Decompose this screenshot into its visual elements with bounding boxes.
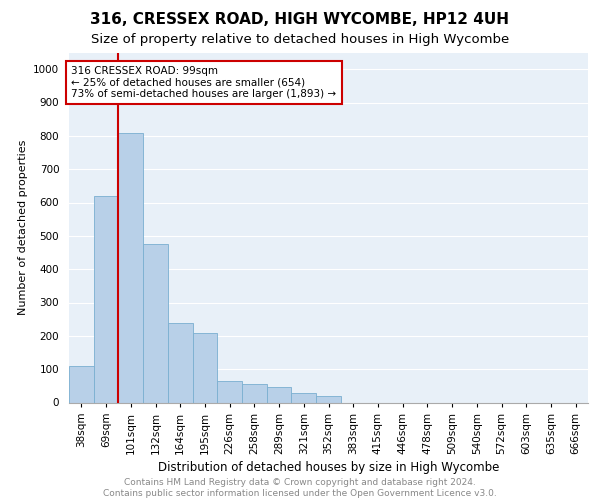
Bar [69, 366, 94, 403]
Bar [94, 196, 118, 402]
Text: Size of property relative to detached houses in High Wycombe: Size of property relative to detached ho… [91, 32, 509, 46]
Bar [168, 322, 193, 402]
Bar [217, 381, 242, 402]
Text: 316 CRESSEX ROAD: 99sqm
← 25% of detached houses are smaller (654)
73% of semi-d: 316 CRESSEX ROAD: 99sqm ← 25% of detache… [71, 66, 337, 99]
Bar [316, 396, 341, 402]
Text: 316, CRESSEX ROAD, HIGH WYCOMBE, HP12 4UH: 316, CRESSEX ROAD, HIGH WYCOMBE, HP12 4U… [91, 12, 509, 28]
Bar [143, 244, 168, 402]
Bar [267, 386, 292, 402]
X-axis label: Distribution of detached houses by size in High Wycombe: Distribution of detached houses by size … [158, 460, 499, 473]
Bar [118, 132, 143, 402]
Text: Contains HM Land Registry data © Crown copyright and database right 2024.
Contai: Contains HM Land Registry data © Crown c… [103, 478, 497, 498]
Bar [292, 392, 316, 402]
Y-axis label: Number of detached properties: Number of detached properties [17, 140, 28, 315]
Bar [193, 332, 217, 402]
Bar [242, 384, 267, 402]
